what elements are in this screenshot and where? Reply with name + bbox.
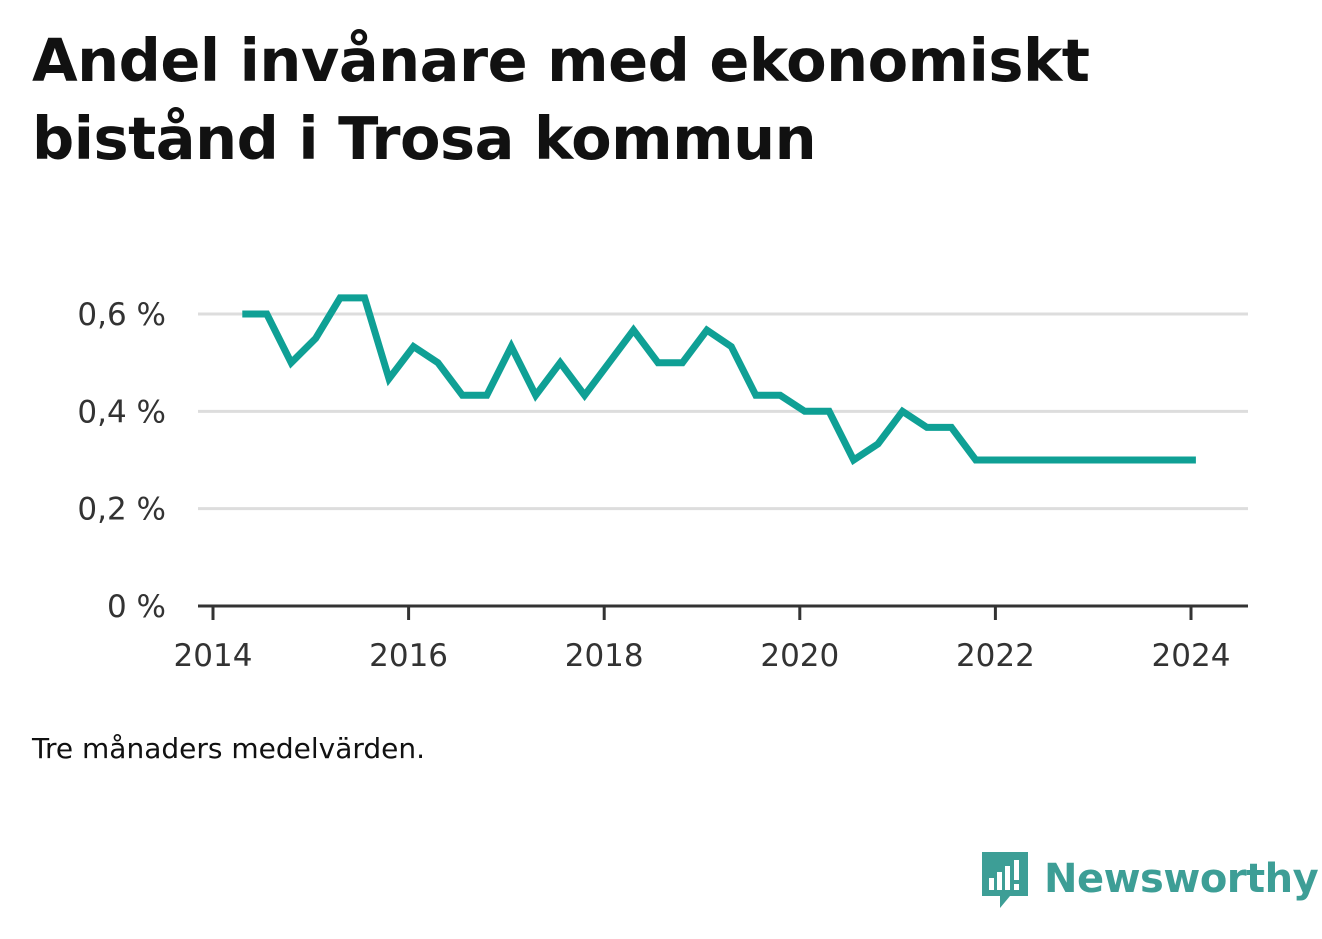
x-tick-label: 2014 bbox=[174, 638, 253, 674]
chart-title: Andel invånare med ekonomiskt bistånd i … bbox=[32, 26, 1090, 173]
brand-name: Newsworthy bbox=[1044, 856, 1319, 902]
newsworthy-logo[interactable]: Newsworthy bbox=[980, 848, 1319, 910]
y-tick-label: 0 % bbox=[107, 589, 166, 625]
x-tick-label: 2020 bbox=[760, 638, 839, 674]
series-line bbox=[242, 294, 1196, 466]
x-tick-label: 2016 bbox=[369, 638, 448, 674]
bar-chart-speech-bubble-icon bbox=[982, 852, 1028, 908]
x-tick-label: 2024 bbox=[1152, 638, 1231, 674]
series-lines bbox=[242, 294, 1196, 466]
y-tick-label: 0,4 % bbox=[77, 394, 166, 430]
x-axis-labels: 2014 2016 2018 2020 2022 2024 bbox=[174, 638, 1231, 674]
y-tick-label: 0,2 % bbox=[77, 492, 166, 528]
x-axis bbox=[198, 604, 1248, 620]
x-tick-label: 2022 bbox=[956, 638, 1035, 674]
x-tick-label: 2018 bbox=[565, 638, 644, 674]
y-axis-labels: 0 % 0,2 % 0,4 % 0,6 % bbox=[77, 297, 166, 625]
y-tick-label: 0,6 % bbox=[77, 297, 166, 333]
chart-note: Tre månaders medelvärden. bbox=[32, 732, 426, 765]
line-chart: 0 %0,2 %0,4 %0,6 % 2014 2016 2018 2020 2022 2… bbox=[77, 294, 1248, 674]
